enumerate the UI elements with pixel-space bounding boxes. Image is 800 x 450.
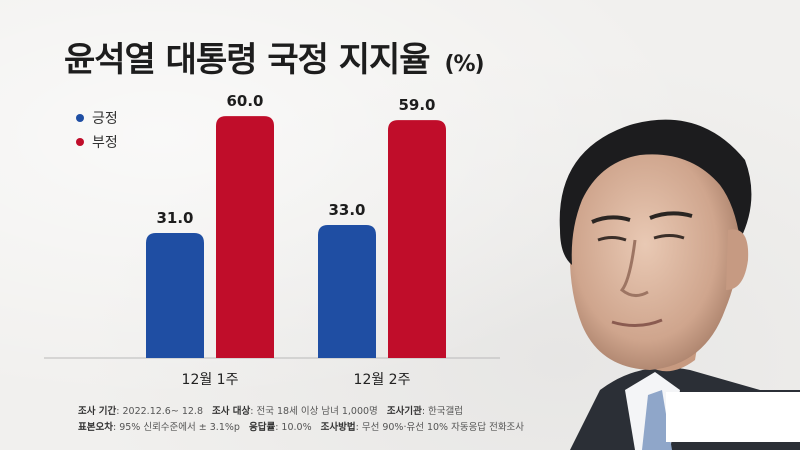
bar-positive-1 [146,233,204,358]
data-label-negative-1: 60.0 [226,92,263,110]
legend-label-positive: 긍정 [92,111,118,127]
footer-label: 조사기관 [386,406,422,417]
survey-footer: 조사 기간: 2022.12.6~ 12.8 조사 대상: 전국 18세 이상 … [78,404,530,436]
page-title: 윤석열 대통령 국정 지지율 (%) [64,32,485,81]
legend-dot-negative [76,138,84,146]
footer-value: : 전국 18세 이상 남녀 1,000명 [250,406,378,417]
bar-positive-2 [318,224,376,358]
data-label-positive-1: 31.0 [156,209,193,227]
legend-item-negative: 부정 [76,130,118,154]
category-label-1: 12월 1주 [182,372,239,388]
footer-label: 조사방법 [320,422,356,433]
category-label-2: 12월 2주 [354,372,411,388]
footer-label: 조사 대상 [212,406,251,417]
footer-value: : 10.0% [275,422,312,433]
bar-negative-1 [216,116,274,358]
title-text: 윤석열 대통령 국정 지지율 [64,40,431,80]
footer-value: : 한국갤럽 [421,406,463,417]
footer-line-2: 표본오차: 95% 신뢰수준에서 ± 3.1%p 응답률: 10.0% 조사방법… [78,420,530,436]
title-unit: (%) [444,52,484,77]
footer-label: 조사 기간 [78,406,117,417]
legend: 긍정 부정 [76,106,118,154]
footer-label: 응답률 [248,422,276,433]
legend-dot-positive [76,114,84,122]
legend-label-negative: 부정 [92,135,118,151]
data-label-negative-2: 59.0 [398,96,435,114]
data-label-positive-2: 33.0 [328,201,365,219]
footer-value: : 2022.12.6~ 12.8 [116,406,203,417]
footer-line-1: 조사 기간: 2022.12.6~ 12.8 조사 대상: 전국 18세 이상 … [78,404,530,420]
white-overlay-box [666,392,800,442]
footer-value: : 95% 신뢰수준에서 ± 3.1%p [112,422,240,433]
bar-negative-2 [388,120,446,358]
footer-value: : 무선 90%·유선 10% 자동응답 전화조사 [355,422,525,433]
legend-item-positive: 긍정 [76,106,118,130]
footer-label: 표본오차 [78,422,113,433]
